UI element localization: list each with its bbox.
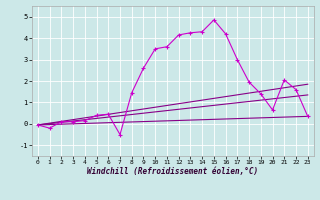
X-axis label: Windchill (Refroidissement éolien,°C): Windchill (Refroidissement éolien,°C) [87,167,258,176]
